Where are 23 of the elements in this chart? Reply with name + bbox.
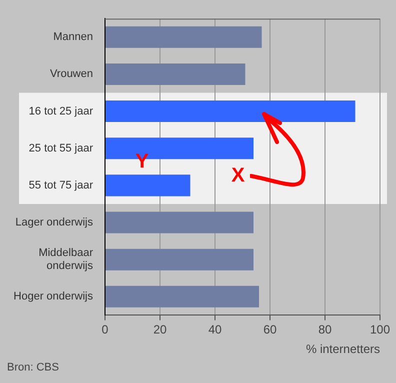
x-tick-label: 20: [153, 322, 167, 337]
y-tick-label: 55 tot 75 jaar: [28, 179, 94, 192]
bar: [106, 26, 262, 48]
annotation: X: [231, 164, 246, 187]
bar: [106, 248, 254, 270]
y-tick-label: Lager onderwijs: [15, 216, 94, 229]
y-tick-label: Vrouwen: [50, 68, 93, 80]
x-axis-title: % internetters: [306, 342, 380, 356]
y-tick-label: Mannen: [53, 31, 93, 44]
y-tick-label: Hoger onderwijs: [14, 290, 94, 303]
y-tick-label: 25 tot 55 jaar: [28, 142, 94, 154]
x-tick-label: 40: [208, 322, 222, 337]
y-tick-label: Middelbaar onderwijs: [38, 247, 94, 272]
bar: [106, 286, 259, 308]
y-tick-label: 16 tot 25 jaar: [28, 105, 94, 118]
text: Bron: CBS: [7, 362, 59, 374]
bar: [106, 212, 254, 234]
bar: [106, 174, 190, 196]
x-tick-label: 80: [318, 322, 332, 337]
bar: [106, 63, 246, 85]
x-tick-label: 60: [263, 322, 277, 337]
x-tick-label: 0: [102, 322, 109, 337]
x-tick-label: 100: [370, 322, 390, 337]
